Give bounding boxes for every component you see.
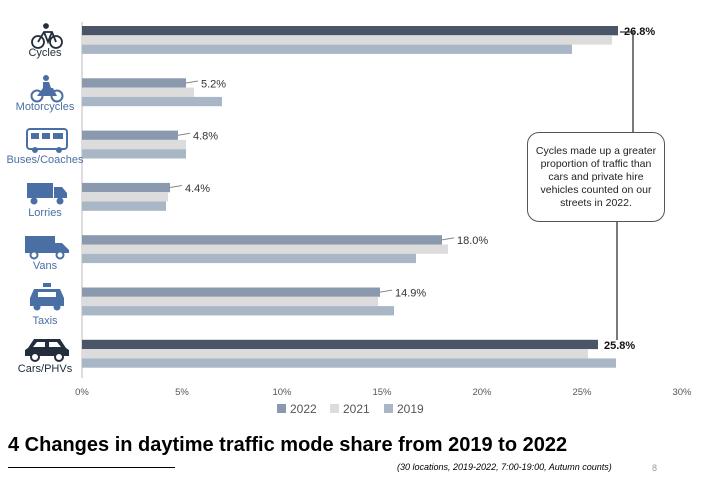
bar-2019-motorcycles bbox=[82, 96, 222, 107]
bar-2021-cycles bbox=[82, 35, 612, 45]
x-tick-label: 5% bbox=[175, 387, 189, 398]
lorry-icon bbox=[27, 183, 67, 205]
data-label-leader bbox=[441, 237, 455, 241]
bar-2019-vans bbox=[82, 253, 416, 264]
bar-2022-cars-phvs bbox=[82, 339, 598, 350]
data-label-leader bbox=[169, 185, 183, 189]
data-label-cars-phvs: 25.8% bbox=[604, 340, 635, 352]
bar-2019-lorries bbox=[82, 201, 166, 211]
bar-2021-buses-coaches bbox=[82, 139, 186, 150]
van-icon bbox=[25, 236, 69, 260]
data-label-leader bbox=[177, 132, 191, 136]
bars-group bbox=[82, 26, 618, 368]
x-tick-label: 0% bbox=[75, 387, 89, 398]
x-tick-label: 20% bbox=[472, 387, 492, 398]
category-label-motorcycles: Motorcycles bbox=[16, 101, 75, 113]
legend-swatch-2022 bbox=[277, 404, 286, 413]
legend-swatch-2019 bbox=[384, 404, 393, 413]
data-label-buses-coaches: 4.8% bbox=[193, 131, 218, 143]
bar-2022-cycles bbox=[82, 26, 618, 36]
x-tick-label: 15% bbox=[372, 387, 392, 398]
category-icons-group bbox=[25, 23, 69, 362]
category-label-cycles: Cycles bbox=[28, 47, 62, 59]
category-label-taxis: Taxis bbox=[32, 315, 58, 327]
category-label-buses-coaches: Buses/Coaches bbox=[6, 154, 84, 166]
x-tick-label: 10% bbox=[272, 387, 292, 398]
x-tick-label: 25% bbox=[572, 387, 592, 398]
callout-annotation: Cycles made up a greater proportion of t… bbox=[527, 132, 665, 222]
data-label-lorries: 4.4% bbox=[185, 183, 210, 195]
legend-label-2022: 2022 bbox=[290, 402, 317, 416]
data-label-vans: 18.0% bbox=[457, 235, 488, 247]
callout-connector bbox=[616, 31, 634, 340]
data-label-leader bbox=[185, 80, 199, 84]
x-axis-ticks-group: 0% 5% 10% 15% 20% 25% 30% bbox=[75, 387, 692, 398]
bar-2022-taxis bbox=[82, 287, 380, 297]
category-label-vans: Vans bbox=[33, 260, 58, 272]
bar-2022-vans bbox=[82, 235, 442, 245]
bar-2022-lorries bbox=[82, 182, 170, 193]
bar-2022-motorcycles bbox=[82, 78, 186, 88]
bar-chart: 26.8% 5.2% 4.8% 4.4% 18.0% 14.9% 25.8% bbox=[6, 22, 692, 416]
car-icon bbox=[25, 339, 69, 362]
bar-2021-cars-phvs bbox=[82, 349, 588, 359]
bar-2021-taxis bbox=[82, 296, 378, 307]
category-label-lorries: Lorries bbox=[28, 207, 62, 219]
bus-icon bbox=[26, 128, 68, 153]
page-number: 8 bbox=[652, 463, 658, 473]
bar-2021-vans bbox=[82, 244, 448, 254]
data-label-cycles: 26.8% bbox=[624, 26, 655, 38]
title-underline bbox=[8, 467, 175, 468]
bar-2019-buses-coaches bbox=[82, 149, 186, 159]
chart-subtitle: (30 locations, 2019-2022, 7:00-19:00, Au… bbox=[397, 462, 612, 472]
data-label-taxis: 14.9% bbox=[395, 288, 426, 300]
bar-2021-lorries bbox=[82, 192, 168, 202]
data-label-leader bbox=[379, 289, 393, 293]
bar-2019-taxis bbox=[82, 306, 394, 316]
motorcycle-icon bbox=[30, 75, 64, 103]
x-tick-label: 30% bbox=[672, 387, 692, 398]
legend-swatch-2021 bbox=[330, 404, 339, 413]
data-label-motorcycles: 5.2% bbox=[201, 78, 226, 90]
bar-2021-motorcycles bbox=[82, 87, 194, 97]
category-label-cars-phvs: Cars/PHVs bbox=[18, 363, 73, 375]
legend-label-2019: 2019 bbox=[397, 402, 424, 416]
bar-2019-cars-phvs bbox=[82, 358, 616, 368]
bicycle-icon bbox=[31, 23, 63, 49]
legend-label-2021: 2021 bbox=[343, 402, 370, 416]
taxi-icon bbox=[30, 283, 64, 311]
bar-2019-cycles bbox=[82, 44, 572, 54]
bar-2022-buses-coaches bbox=[82, 130, 178, 140]
data-labels-group: 26.8% 5.2% 4.8% 4.4% 18.0% 14.9% 25.8% bbox=[169, 26, 655, 352]
category-labels-group: Cycles Motorcycles Buses/Coaches Lorries Van… bbox=[6, 47, 84, 375]
legend: 2022 2021 2019 bbox=[277, 402, 424, 416]
page-title: 4 Changes in daytime traffic mode share … bbox=[8, 434, 568, 456]
